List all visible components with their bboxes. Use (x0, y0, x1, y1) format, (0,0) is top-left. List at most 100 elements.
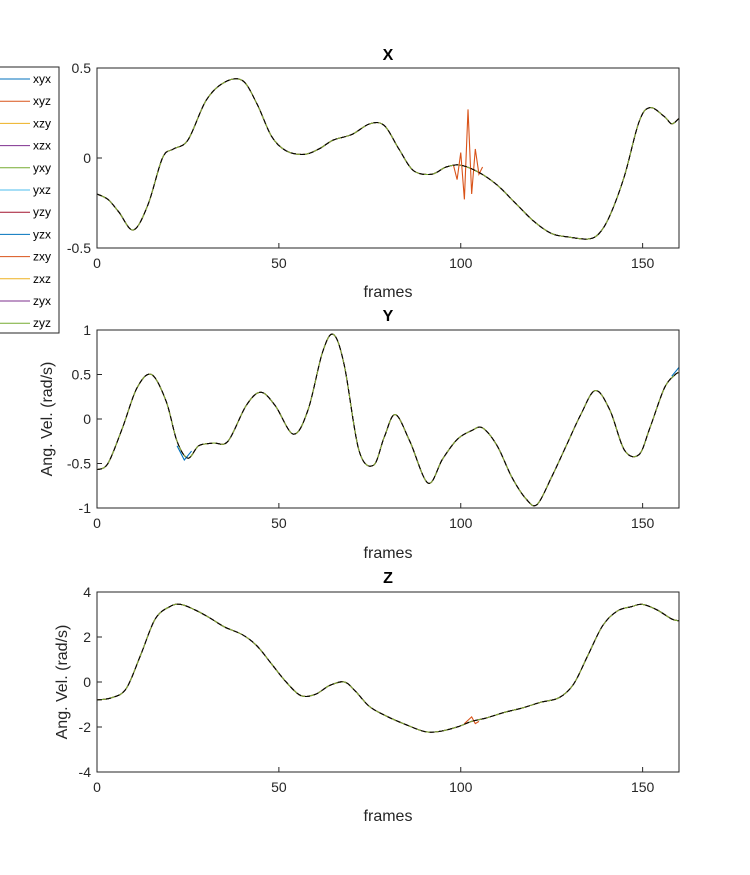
series-line-yzy (96, 333, 680, 507)
deviation-line-yzx (671, 367, 680, 377)
series-line-yxy (96, 333, 680, 507)
subplot-z-ytick-label: 0 (83, 674, 91, 690)
legend-label-xzx: xzx (33, 139, 51, 153)
subplot-x-lines (96, 78, 680, 240)
subplot-y-xtick-label: 0 (93, 515, 101, 531)
legend-label-yxz: yxz (33, 183, 51, 197)
subplot-z-axes-box (96, 591, 680, 773)
subplot-x-xlabel: frames (364, 284, 413, 301)
reference-dashed-line (96, 78, 680, 240)
legend-label-xyx: xyx (33, 72, 51, 86)
subplot-y: Y 0 50 100 150 -1 -0.5 0 0.5 1 frames Ang. Vel. … (39, 308, 680, 562)
series-line-xzy (96, 603, 680, 733)
legend-label-yzx: yzx (33, 227, 51, 241)
subplot-z-ytick-label: 2 (83, 629, 91, 645)
deviation-line-xyz (464, 715, 480, 725)
series-line-xyz (96, 333, 680, 507)
subplot-z-xtick-label: 0 (93, 779, 101, 795)
subplot-y-xtick-label: 150 (631, 515, 655, 531)
subplot-x-ytick-label: 0.5 (72, 60, 92, 76)
subplot-y-ytick-label: 0.5 (72, 367, 92, 383)
series-line-zxy (96, 78, 680, 240)
series-line-xyx (96, 603, 680, 733)
series-line-zyz (96, 603, 680, 733)
subplot-z-xtick-label: 150 (631, 779, 655, 795)
series-line-yxz (96, 78, 680, 240)
series-line-zyx (96, 333, 680, 507)
series-line-zyx (96, 78, 680, 240)
subplot-x-xtick-label: 50 (271, 255, 287, 271)
subplot-y-ytick-label: -1 (79, 500, 92, 516)
series-line-xzy (96, 78, 680, 240)
subplot-z-ylabel: Ang. Vel. (rad/s) (54, 625, 71, 740)
series-line-zyx (96, 603, 680, 733)
subplot-x-xtick-label: 0 (93, 255, 101, 271)
subplot-y-title: Y (383, 308, 394, 325)
legend-label-yxy: yxy (33, 161, 51, 175)
subplot-y-xlabel: frames (364, 545, 413, 562)
subplot-x-ticks: 0 50 100 150-0.500.5 (67, 60, 655, 271)
legend-label-yzy: yzy (33, 205, 51, 219)
series-line-yxy (96, 78, 680, 240)
series-line-xzx (96, 333, 680, 507)
series-line-yxz (96, 333, 680, 507)
series-line-yzy (96, 78, 680, 240)
series-line-yzx (96, 603, 680, 733)
series-line-xyx (96, 333, 680, 507)
series-line-zyz (96, 333, 680, 507)
series-line-xzy (96, 333, 680, 507)
legend-label-xzy: xzy (33, 116, 51, 130)
subplot-z-ytick-label: 4 (83, 584, 91, 600)
subplot-z-xtick-label: 100 (449, 779, 473, 795)
series-line-zyz (96, 78, 680, 240)
series-line-yxz (96, 603, 680, 733)
subplot-x-axes-box (96, 67, 680, 249)
subplot-x-xtick-label: 150 (631, 255, 655, 271)
series-line-xyz (96, 78, 680, 240)
series-line-zxz (96, 78, 680, 240)
subplot-y-lines (96, 333, 680, 507)
deviation-line-xyz (452, 109, 484, 200)
subplot-y-ytick-label: -0.5 (67, 456, 91, 472)
legend-box (0, 66, 60, 334)
series-line-xyz (96, 603, 680, 733)
series-line-yxy (96, 603, 680, 733)
reference-dashed-line (96, 333, 680, 507)
series-line-xzx (96, 603, 680, 733)
series-line-yzx (96, 78, 680, 240)
subplot-z-lines (96, 603, 680, 733)
legend-items: xyx xyz xzy xzx yxy yxz yzy yzx zxy zxz zyx zyz (0, 72, 51, 330)
subplot-x-ytick-label: -0.5 (67, 240, 91, 256)
subplot-z-ytick-label: -4 (79, 764, 92, 780)
subplot-y-xtick-label: 100 (449, 515, 473, 531)
subplot-y-ytick-label: 1 (83, 322, 91, 338)
series-line-yzx (96, 333, 680, 507)
series-line-zxz (96, 603, 680, 733)
subplot-z-xlabel: frames (364, 808, 413, 825)
reference-dashed-line (96, 603, 680, 733)
subplot-z-ytick-label: -2 (79, 719, 92, 735)
series-line-zxy (96, 603, 680, 733)
legend: xyx xyz xzy xzx yxy yxz yzy yzx zxy zxz zyx zyz (0, 66, 60, 334)
subplot-z-ticks: 0 50 100 150 -4 -2 0 2 4 (79, 584, 655, 795)
subplot-y-axes-box (96, 329, 680, 509)
subplot-y-ylabel: Ang. Vel. (rad/s) (39, 362, 56, 477)
legend-label-zyx: zyx (33, 294, 51, 308)
subplot-x-xtick-label: 100 (449, 255, 473, 271)
subplot-y-ticks: 0 50 100 150 -1 -0.5 0 0.5 1 (67, 322, 655, 531)
deviation-line-yzx (176, 445, 192, 461)
series-line-xzx (96, 78, 680, 240)
legend-label-zyz: zyz (33, 316, 51, 330)
legend-label-zxz: zxz (33, 272, 51, 286)
subplot-x-ytick-label: 0 (83, 150, 91, 166)
subplot-z: Z 0 50 100 150 -4 -2 0 2 4 frames Ang. Vel. (rad… (54, 570, 680, 825)
subplot-x: X 0 50 100 150-0.500.5 frames (67, 47, 680, 301)
legend-label-xyz: xyz (33, 94, 51, 108)
subplot-z-title: Z (383, 570, 393, 587)
series-line-xyx (96, 78, 680, 240)
subplot-y-xtick-label: 50 (271, 515, 287, 531)
series-line-zxz (96, 333, 680, 507)
series-line-yzy (96, 603, 680, 733)
subplot-z-xtick-label: 50 (271, 779, 287, 795)
